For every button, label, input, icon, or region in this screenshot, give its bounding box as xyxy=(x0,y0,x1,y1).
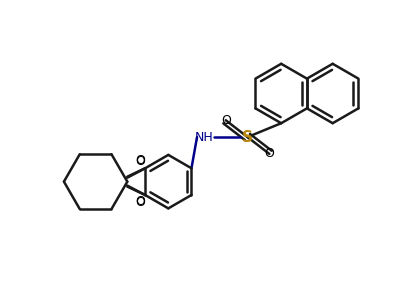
Text: S: S xyxy=(242,129,253,144)
Text: NH: NH xyxy=(195,131,213,144)
Text: O: O xyxy=(135,197,145,210)
Text: O: O xyxy=(135,154,145,167)
Text: O: O xyxy=(221,114,231,127)
Text: O: O xyxy=(135,195,145,208)
Text: O: O xyxy=(135,155,145,168)
Text: O: O xyxy=(265,147,274,160)
